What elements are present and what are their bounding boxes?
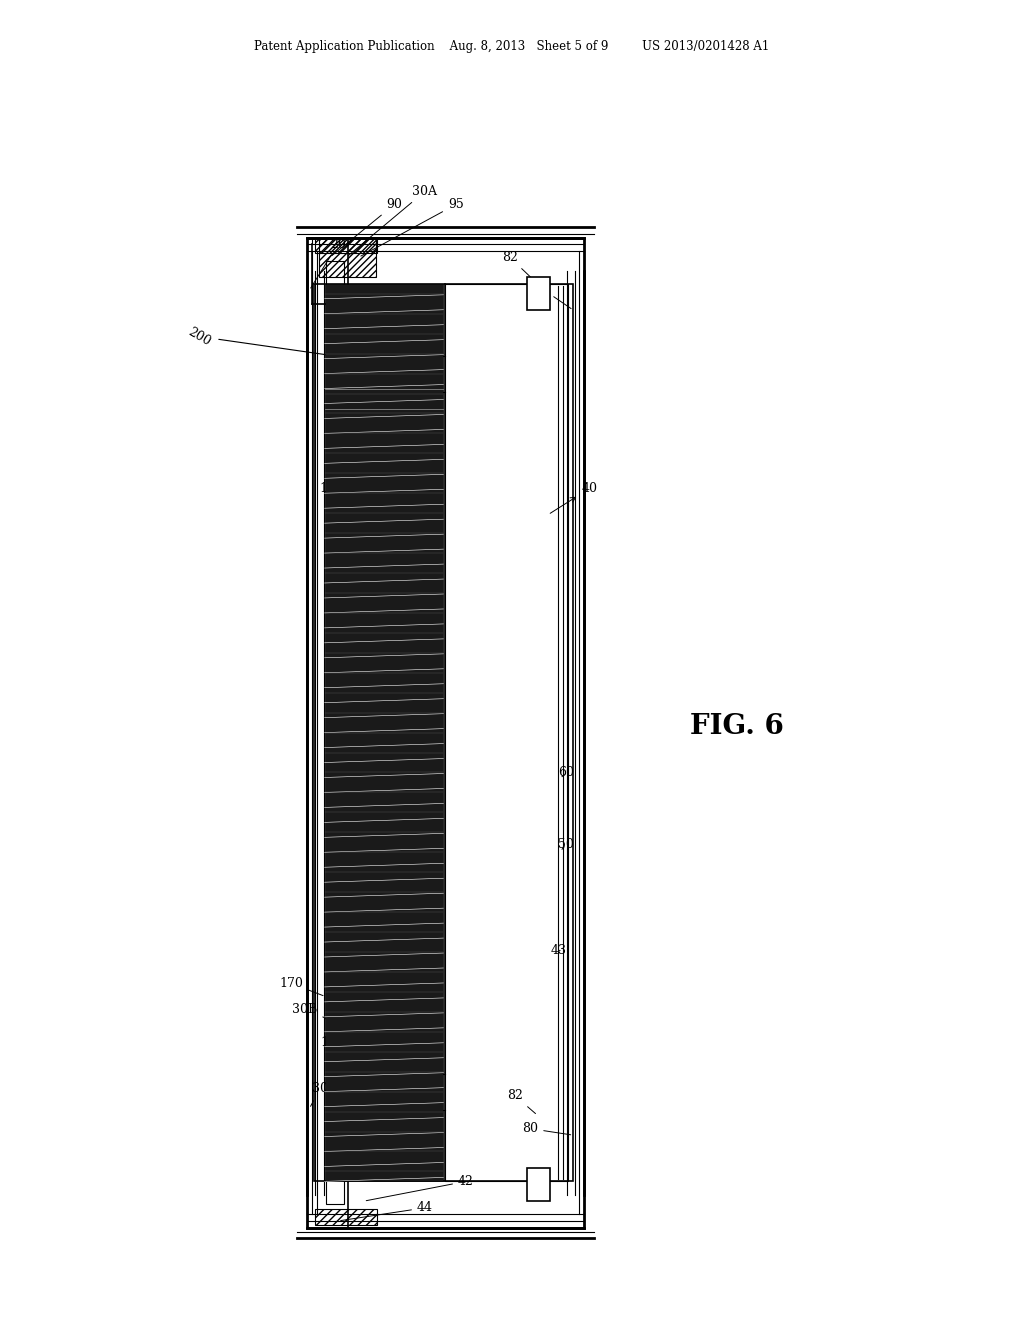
Bar: [527, 1168, 550, 1201]
Text: 11: 11: [344, 682, 442, 845]
Text: 17: 17: [319, 1036, 346, 1055]
Text: 80: 80: [532, 281, 571, 309]
Text: 43: 43: [551, 944, 567, 957]
Bar: [315, 1209, 377, 1225]
Text: 82: 82: [502, 251, 536, 282]
Text: 30A: 30A: [348, 185, 437, 256]
Bar: [325, 284, 443, 1181]
Text: FIG. 6: FIG. 6: [690, 713, 784, 739]
Bar: [445, 284, 568, 1181]
Text: 50: 50: [558, 838, 574, 851]
Text: 13: 13: [339, 748, 441, 884]
Text: 19: 19: [340, 412, 442, 805]
Bar: [307, 238, 584, 1228]
Text: 12: 12: [344, 788, 441, 917]
Text: 44: 44: [341, 1201, 433, 1221]
Text: 82: 82: [507, 1089, 536, 1114]
Text: 90: 90: [332, 198, 402, 256]
Text: 10: 10: [319, 482, 336, 495]
Bar: [527, 277, 550, 310]
Bar: [326, 261, 344, 1204]
Text: Patent Application Publication    Aug. 8, 2013   Sheet 5 of 9         US 2013/02: Patent Application Publication Aug. 8, 2…: [254, 40, 770, 53]
Text: 42: 42: [367, 1175, 474, 1201]
Bar: [314, 284, 573, 1181]
Text: 95: 95: [360, 198, 464, 256]
Text: 30: 30: [310, 1082, 328, 1106]
Bar: [319, 238, 376, 277]
Text: 200: 200: [186, 325, 334, 358]
Bar: [315, 238, 377, 253]
Text: 80: 80: [522, 1122, 570, 1135]
Text: 30B: 30B: [292, 1003, 335, 1022]
Text: 60: 60: [558, 766, 574, 779]
Text: 18: 18: [347, 392, 442, 766]
Text: 40: 40: [550, 482, 598, 513]
Text: 170: 170: [280, 977, 323, 995]
Text: 20: 20: [310, 238, 346, 288]
